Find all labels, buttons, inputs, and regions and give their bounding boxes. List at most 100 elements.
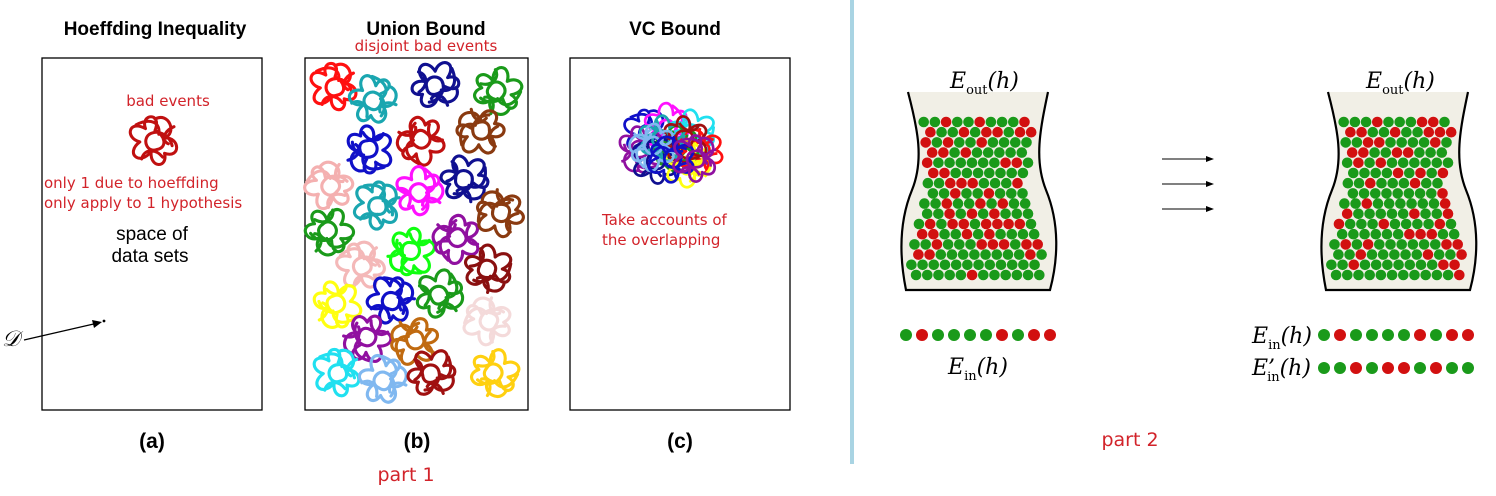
panel-a-note-line1: only 1 due to hoeffding [44, 174, 219, 192]
marble [1347, 188, 1359, 199]
sample-left-marbles [900, 329, 1056, 341]
marble [960, 147, 972, 158]
marble [1426, 259, 1438, 271]
marble [1353, 208, 1364, 220]
marble [1398, 177, 1410, 189]
marble [1000, 208, 1011, 220]
marble [945, 177, 956, 189]
marble [947, 126, 959, 138]
marble [1025, 218, 1037, 230]
marble [975, 198, 986, 209]
marble [1340, 239, 1351, 250]
marble [924, 249, 935, 260]
marble [963, 198, 975, 209]
marble [1420, 208, 1431, 220]
marble [1395, 198, 1406, 209]
marble [939, 259, 951, 271]
sample-marble [1366, 362, 1378, 374]
marble [1022, 208, 1034, 220]
sample-marble [932, 329, 944, 341]
marble [1385, 137, 1396, 148]
marble [1345, 126, 1356, 138]
marble [1426, 188, 1437, 199]
marble [929, 116, 941, 128]
marble [1415, 259, 1427, 271]
marble [1364, 208, 1375, 220]
marble [967, 177, 978, 189]
marble [938, 188, 950, 199]
marble [1375, 157, 1387, 169]
marble [1381, 188, 1392, 199]
marble [1028, 228, 1040, 240]
marble [936, 126, 947, 138]
sample-marble [1366, 329, 1378, 341]
sample-marble [1398, 362, 1410, 374]
marble [933, 157, 944, 169]
marble [1418, 137, 1430, 148]
marble [1441, 137, 1452, 148]
marble [936, 218, 947, 230]
marble [939, 167, 950, 179]
marble [1001, 177, 1012, 189]
marble [984, 228, 995, 240]
panel-c-title: VC Bound [629, 19, 721, 40]
marble [965, 137, 976, 148]
marble [919, 198, 930, 209]
sample-marble [1382, 362, 1394, 374]
marble [1454, 269, 1465, 281]
marble [1434, 218, 1446, 230]
marble [921, 157, 933, 169]
marble [1414, 188, 1426, 199]
panel-a-title: Hoeffding Inequality [64, 19, 247, 40]
bad-event-blob [461, 339, 529, 407]
marble [1348, 228, 1359, 240]
marble [981, 126, 992, 138]
marble [1006, 167, 1017, 179]
marble [1362, 137, 1374, 148]
bin-right-eout: Eout(h) [1365, 69, 1435, 98]
bad-event-blob [467, 181, 533, 246]
marble [1401, 126, 1412, 138]
sample-right-ein: Ein(h) [1251, 324, 1312, 353]
transition-arrows [1162, 156, 1214, 212]
marble [1425, 147, 1436, 158]
marble [1350, 198, 1361, 209]
bad-event-blob [409, 58, 462, 111]
marble [949, 147, 960, 158]
marble [1011, 208, 1023, 220]
marble [961, 188, 972, 199]
panel-a-space-line2: data sets [111, 246, 188, 267]
marble [933, 177, 945, 189]
marble [1025, 249, 1036, 260]
sample-right-in-marbles [1318, 329, 1474, 341]
marble [1348, 259, 1360, 271]
marble [954, 137, 965, 148]
marble [954, 239, 965, 250]
marble [947, 218, 958, 230]
marble [1029, 259, 1040, 271]
sample-marble [1398, 329, 1410, 341]
marble [978, 177, 990, 189]
bad-event-blob [410, 265, 468, 322]
marble [1404, 167, 1415, 179]
marble [1409, 208, 1420, 220]
marble [1378, 218, 1390, 230]
arrow-2-head [1206, 181, 1214, 187]
part2: Eout(h) Ein(h) Eout(h) Ein(h) E’in(h) pa… [900, 69, 1478, 451]
bad-event-blob [309, 61, 358, 112]
marble [1409, 269, 1420, 281]
marble [1329, 239, 1340, 250]
marble [920, 239, 931, 250]
marble [1400, 249, 1411, 260]
marble [1392, 188, 1403, 199]
marble [1370, 167, 1381, 179]
marble [1428, 116, 1439, 128]
sample-marble [1382, 329, 1394, 341]
marble [958, 218, 970, 230]
dataset-arrow-head [92, 320, 102, 328]
marble [931, 137, 943, 148]
marble [992, 126, 1003, 138]
marble [1339, 198, 1350, 209]
marble [995, 228, 1006, 240]
marble [910, 269, 922, 281]
